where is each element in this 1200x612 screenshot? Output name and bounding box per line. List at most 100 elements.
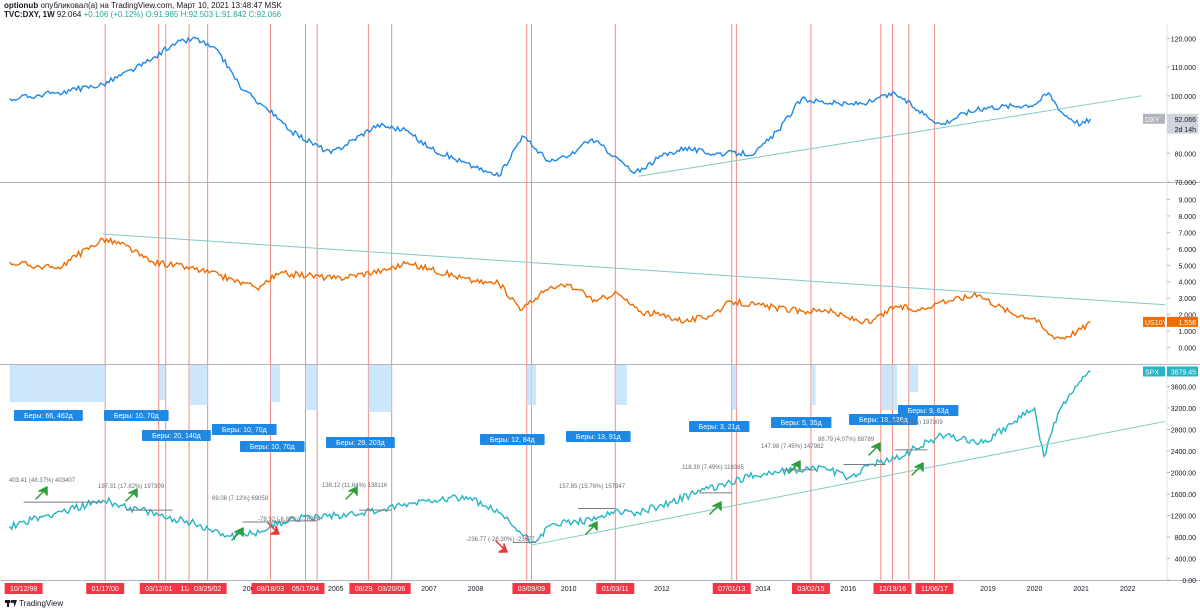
pane-bg xyxy=(0,183,1200,364)
y-tick-label: 3200.00 xyxy=(1171,406,1196,413)
date-tag: 03/25/02 xyxy=(194,586,221,593)
bear-label-bg xyxy=(898,405,959,416)
date-tag: 01/17/00 xyxy=(92,586,119,593)
measurement-label: 403.41 (48.37%) 403407 xyxy=(9,478,76,484)
bear-label: Беры: 10, 70д xyxy=(114,413,159,420)
bear-label: Беры: 13, 91д xyxy=(576,434,621,441)
bear-label-bg xyxy=(142,430,211,441)
green-up-arrow xyxy=(585,521,598,535)
red-down-arrow xyxy=(267,522,280,535)
date-tag-bg xyxy=(86,583,125,594)
y-tick-label: 1200.00 xyxy=(1171,514,1196,521)
us10y-symbol-tag xyxy=(1143,316,1165,327)
x-year-label: 2005 xyxy=(328,586,344,593)
dxy-last-value-tag xyxy=(1167,113,1198,124)
symbol-name[interactable]: TVC:DXY, 1W xyxy=(4,10,55,19)
y-tick-label: 1.000 xyxy=(1178,329,1196,336)
y-tick-label: 2.000 xyxy=(1178,313,1196,320)
price-change: +0.106 (+0.12%) xyxy=(83,10,144,19)
x-year-label: 2016 xyxy=(840,586,856,593)
measurement-label: 88.79 (4.07%) 88789 xyxy=(818,437,875,443)
dxy-symbol-tag xyxy=(1143,113,1165,124)
x-year-label: 2019 xyxy=(980,586,996,593)
y-tick-label: 400.00 xyxy=(1175,557,1197,564)
green-up-arrow xyxy=(125,488,138,502)
dxy-symbol-label: DXY xyxy=(1145,117,1160,124)
y-tick-label: 80.000 xyxy=(1175,151,1197,158)
y-tick-label: 2800.00 xyxy=(1171,428,1196,435)
y-tick-label: 100.000 xyxy=(1171,94,1196,101)
bear-box xyxy=(526,365,537,405)
date-tag: 11/06/17 xyxy=(921,586,948,593)
date-tag: 12/19/16 xyxy=(879,586,906,593)
publish-line: optionub опубликовал(а) на TradingView.c… xyxy=(4,1,282,10)
green-up-arrow xyxy=(35,486,48,500)
y-tick-label: 5.000 xyxy=(1178,263,1196,270)
x-year-label: 2007 xyxy=(421,586,437,593)
last-price: 92.064 xyxy=(56,10,82,19)
date-tag-bg xyxy=(139,583,178,594)
x-year-label: 2012 xyxy=(654,586,670,593)
bear-label: Беры: 9, 63д xyxy=(908,408,949,415)
dxy-trendline xyxy=(638,95,1142,177)
green-up-arrow xyxy=(231,527,244,541)
x-year-label: 2022 xyxy=(1120,586,1136,593)
y-tick-label: 0.00 xyxy=(1182,578,1196,585)
tradingview-logo[interactable]: TradingView xyxy=(5,599,63,608)
x-year-label: 2020 xyxy=(1027,586,1043,593)
bear-label-bg xyxy=(566,431,631,442)
x-year-label: 2014 xyxy=(755,586,771,593)
date-tag: 03/02/15 xyxy=(797,586,824,593)
bear-label-bg xyxy=(240,441,305,452)
bear-label-bg xyxy=(771,417,832,428)
bear-label: Беры: 18, 126д xyxy=(859,417,908,424)
us10y-last-value: 1.558 xyxy=(1178,320,1196,327)
pane-bg xyxy=(0,24,1200,182)
bear-box xyxy=(908,365,919,392)
y-tick-label: 2400.00 xyxy=(1171,449,1196,456)
author-name[interactable]: optionub xyxy=(4,1,39,10)
date-tag-bg xyxy=(791,583,830,594)
brand-text: TradingView xyxy=(19,599,64,608)
dxy-last-value: 92.066 xyxy=(1175,117,1197,124)
chart-header: optionub опубликовал(а) на TradingView.c… xyxy=(0,0,1200,22)
y-tick-label: 4.000 xyxy=(1178,280,1196,287)
date-tag: 08/29/05 xyxy=(355,586,382,593)
y-tick-label: 110.000 xyxy=(1171,65,1196,72)
spx-trendline xyxy=(531,420,1166,546)
measurement-label: -236.77 (-26.30%) -23677 xyxy=(466,537,535,543)
date-tag: 07/01/13 xyxy=(718,586,745,593)
bear-label: Беры: 29, 203д xyxy=(336,440,385,447)
bear-box xyxy=(731,365,737,410)
pane-bg xyxy=(0,365,1200,580)
date-tag-bg xyxy=(873,583,912,594)
red-down-arrow xyxy=(495,540,508,553)
y-tick-label: 9.000 xyxy=(1178,197,1196,204)
date-tag-bg xyxy=(596,583,635,594)
us10y-symbol-label: US10Y xyxy=(1145,320,1168,327)
y-tick-label: 2000.00 xyxy=(1171,471,1196,478)
date-tag-bg xyxy=(286,583,325,594)
green-up-arrow xyxy=(868,442,881,456)
bear-box xyxy=(305,365,318,410)
spx-series-line xyxy=(9,370,1091,544)
bear-label: Беры: 10, 70д xyxy=(222,427,267,434)
green-up-arrow xyxy=(345,486,358,500)
bear-label-bg xyxy=(849,414,918,425)
spx-symbol-tag xyxy=(1143,366,1165,377)
x-year-label: 2021 xyxy=(1073,586,1089,593)
date-tag-bg xyxy=(372,583,411,594)
y-tick-label: 1600.00 xyxy=(1171,492,1196,499)
x-year-label: 2008 xyxy=(468,586,484,593)
date-tag: 05/17/04 xyxy=(292,586,319,593)
spx-last-value-tag xyxy=(1167,366,1198,377)
y-tick-label: 120.000 xyxy=(1171,36,1196,43)
measurement-label: 69.06 (7.12%) 69058 xyxy=(212,496,269,502)
us10y-last-value-tag xyxy=(1167,316,1198,327)
bear-label: Беры: 5, 35д xyxy=(781,420,822,427)
y-tick-label: 6.000 xyxy=(1178,247,1196,254)
dxy-series-line xyxy=(9,36,1092,178)
green-up-arrow xyxy=(709,501,722,515)
bear-label: Беры: 3, 21д xyxy=(699,424,740,431)
